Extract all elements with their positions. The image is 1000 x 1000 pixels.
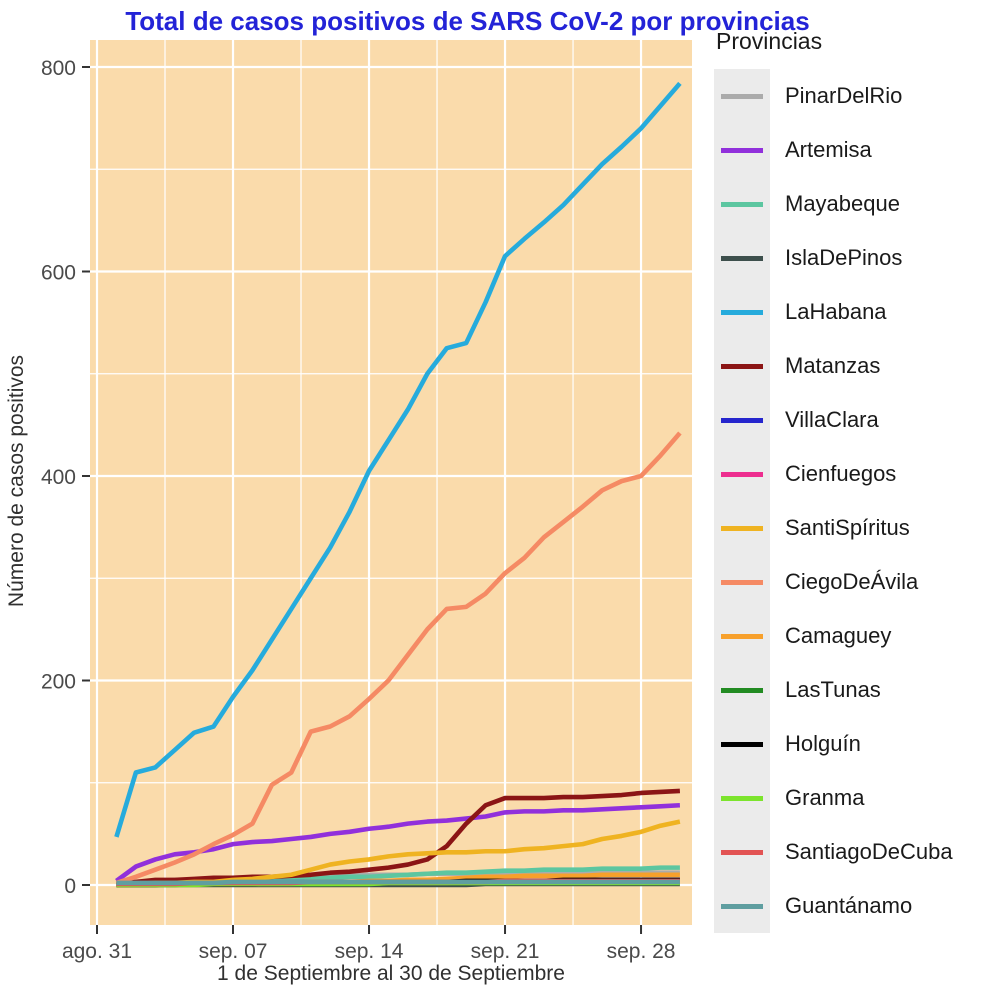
x-tick-label: sep. 07 — [199, 940, 268, 963]
legend-label: IslaDePinos — [785, 245, 903, 270]
legend-item-PinarDelRio: PinarDelRio — [714, 69, 1000, 123]
legend-color-line-icon — [721, 417, 763, 423]
y-axis-title: Número de casos positivos — [5, 354, 28, 608]
legend-label: Granma — [785, 785, 865, 810]
legend-item-IslaDePinos: IslaDePinos — [714, 231, 1000, 285]
legend-key-box — [714, 339, 770, 393]
legend-label: Matanzas — [785, 353, 881, 378]
legend-label: PinarDelRio — [785, 83, 903, 108]
x-axis-title: 1 de Septiembre al 30 de Septiembre — [217, 962, 565, 985]
legend-color-line-icon — [721, 255, 763, 261]
legend-item-Granma: Granma — [714, 771, 1000, 825]
legend-item-Camaguey: Camaguey — [714, 609, 1000, 663]
legend-key-box — [714, 663, 770, 717]
legend-item-CiegoDeÁvila: CiegoDeÁvila — [714, 555, 1000, 609]
x-tick-label: ago. 31 — [62, 940, 132, 963]
legend-key-box — [714, 825, 770, 879]
legend-key-box — [714, 123, 770, 177]
legend-item-SantiSpíritus: SantiSpíritus — [714, 501, 1000, 555]
legend-label: Guantánamo — [785, 893, 913, 918]
legend-key-box — [714, 609, 770, 663]
legend-color-line-icon — [721, 201, 763, 207]
legend-color-line-icon — [721, 741, 763, 747]
series-line-LaHabana — [114, 81, 682, 838]
legend-item-LaHabana: LaHabana — [714, 285, 1000, 339]
legend-label: Holguín — [785, 731, 861, 756]
legend-key-box — [714, 771, 770, 825]
legend-item-SantiagoDeCuba: SantiagoDeCuba — [714, 825, 1000, 879]
legend-color-line-icon — [721, 795, 763, 801]
series-line-Guantánamo — [116, 879, 680, 886]
legend-item-Artemisa: Artemisa — [714, 123, 1000, 177]
legend-color-line-icon — [721, 849, 763, 855]
legend: Provincias PinarDelRio Artemisa Mayabeque I… — [714, 28, 1000, 933]
legend-item-Cienfuegos: Cienfuegos — [714, 447, 1000, 501]
legend-color-line-icon — [721, 903, 763, 909]
legend-key-box — [714, 501, 770, 555]
x-tick-label: sep. 21 — [471, 940, 540, 963]
legend-key-box — [714, 555, 770, 609]
x-tick-label: sep. 14 — [335, 940, 404, 963]
chart-title: Total de casos positivos de SARS CoV-2 p… — [125, 6, 810, 36]
series-line-CiegoDeÁvila — [115, 431, 682, 886]
legend-label: LaHabana — [785, 299, 887, 324]
legend-item-LasTunas: LasTunas — [714, 663, 1000, 717]
legend-color-line-icon — [721, 633, 763, 639]
legend-color-line-icon — [721, 471, 763, 477]
legend-label: LasTunas — [785, 677, 881, 702]
legend-label: SantiagoDeCuba — [785, 839, 953, 864]
legend-color-line-icon — [721, 93, 763, 99]
legend-label: Mayabeque — [785, 191, 900, 216]
series-line-Matanzas — [116, 788, 681, 886]
legend-key-box — [714, 717, 770, 771]
legend-color-line-icon — [721, 309, 763, 315]
legend-key-box — [714, 393, 770, 447]
y-tick-label: 400 — [41, 466, 76, 489]
legend-color-line-icon — [721, 147, 763, 153]
legend-color-line-icon — [721, 363, 763, 369]
legend-key-box — [714, 285, 770, 339]
legend-label: SantiSpíritus — [785, 515, 910, 540]
legend-item-Mayabeque: Mayabeque — [714, 177, 1000, 231]
legend-label: Artemisa — [785, 137, 872, 162]
legend-key-box — [714, 231, 770, 285]
series-line-Artemisa — [115, 802, 681, 883]
legend-item-Guantánamo: Guantánamo — [714, 879, 1000, 933]
legend-color-line-icon — [721, 579, 763, 585]
legend-item-VillaClara: VillaClara — [714, 393, 1000, 447]
legend-color-line-icon — [721, 525, 763, 531]
y-tick-label: 600 — [41, 262, 76, 285]
legend-label: Cienfuegos — [785, 461, 897, 486]
x-tick-label: sep. 28 — [607, 940, 676, 963]
legend-label: VillaClara — [785, 407, 879, 432]
legend-key-box — [714, 69, 770, 123]
legend-title: Provincias — [716, 28, 823, 54]
y-tick-label: 200 — [41, 671, 76, 694]
legend-color-line-icon — [721, 687, 763, 693]
legend-item-Matanzas: Matanzas — [714, 339, 1000, 393]
legend-key-box — [714, 879, 770, 933]
chart-canvas: ago. 31 sep. 07 sep. 14 sep. 21 sep. 28 0 200 4… — [41, 40, 692, 963]
legend-key-box — [714, 177, 770, 231]
y-tick-label: 800 — [41, 57, 76, 80]
y-tick-label: 0 — [64, 875, 76, 898]
legend-items: PinarDelRio Artemisa Mayabeque IslaDePinos L… — [714, 69, 1000, 933]
legend-item-Holguín: Holguín — [714, 717, 1000, 771]
legend-key-box — [714, 447, 770, 501]
plot-panel — [90, 40, 692, 925]
legend-label: CiegoDeÁvila — [785, 569, 919, 594]
legend-label: Camaguey — [785, 623, 892, 648]
